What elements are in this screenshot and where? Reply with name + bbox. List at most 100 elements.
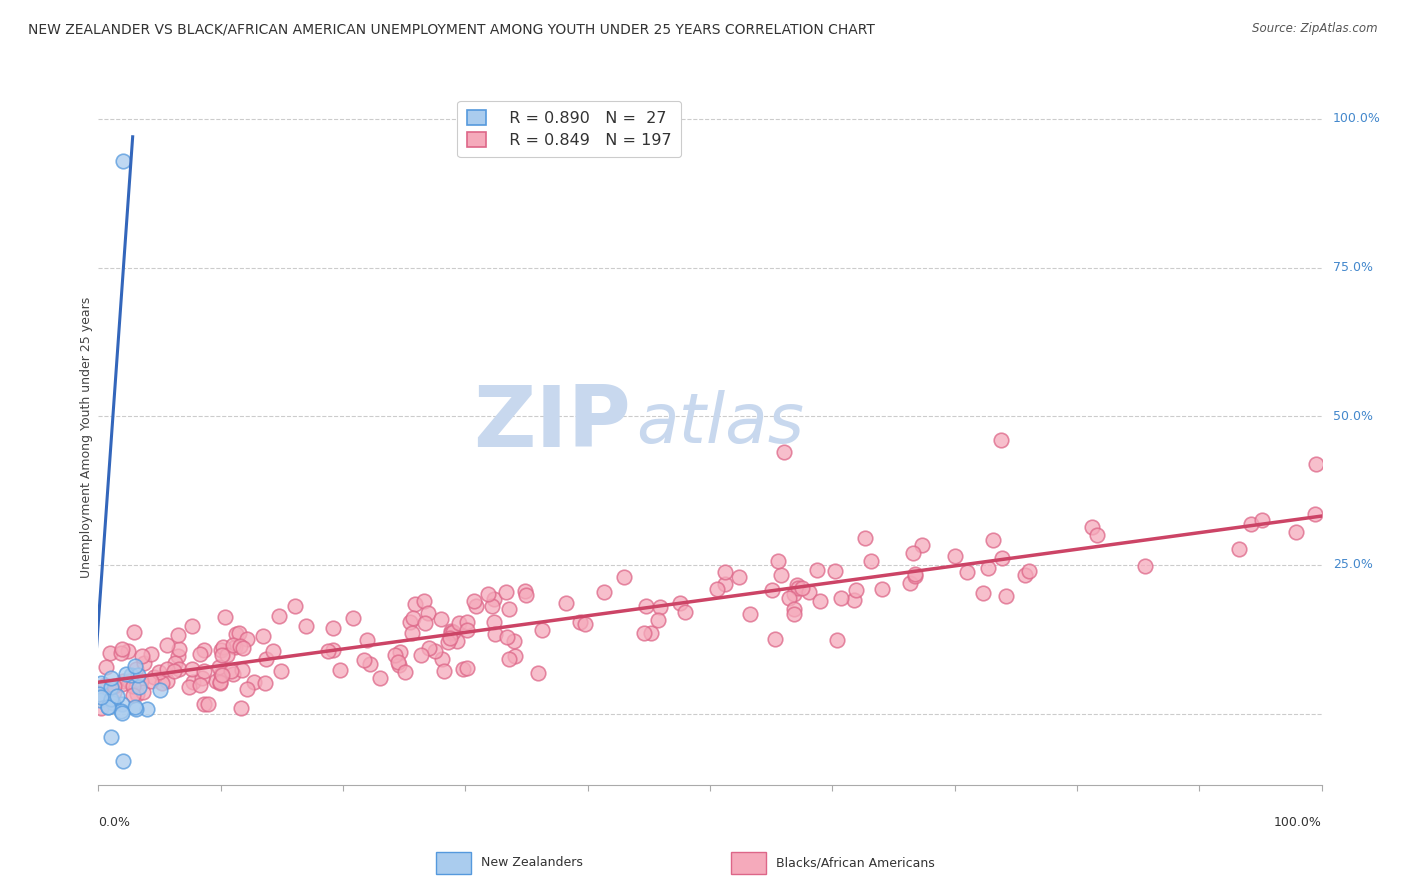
Point bbox=[122, 679, 145, 693]
Point bbox=[797, 584, 820, 599]
Point bbox=[356, 632, 378, 647]
Point bbox=[782, 587, 804, 601]
Point bbox=[205, 673, 228, 688]
Point bbox=[209, 666, 232, 681]
Point bbox=[384, 648, 406, 663]
Point bbox=[956, 565, 979, 579]
Point bbox=[574, 617, 596, 632]
Point bbox=[212, 640, 235, 654]
Point bbox=[89, 692, 111, 706]
Point bbox=[111, 673, 134, 688]
Point bbox=[790, 582, 813, 596]
Point bbox=[943, 549, 966, 563]
Point bbox=[270, 664, 292, 678]
Point bbox=[105, 689, 128, 703]
Point bbox=[1014, 568, 1036, 582]
Point bbox=[387, 655, 409, 669]
Point bbox=[484, 615, 506, 630]
Point bbox=[253, 676, 276, 690]
Point bbox=[127, 687, 149, 701]
Point bbox=[90, 676, 112, 690]
Point bbox=[436, 635, 458, 649]
Point bbox=[515, 589, 537, 603]
Point bbox=[242, 675, 264, 690]
Point bbox=[156, 661, 179, 675]
Point bbox=[90, 700, 112, 714]
Point bbox=[870, 582, 893, 597]
Point bbox=[167, 662, 190, 676]
Point bbox=[433, 664, 456, 678]
Point bbox=[252, 629, 274, 643]
Point bbox=[554, 596, 576, 610]
Point bbox=[1305, 457, 1327, 471]
Point bbox=[316, 644, 339, 658]
Point bbox=[404, 597, 426, 611]
Point bbox=[495, 584, 517, 599]
Point bbox=[904, 567, 927, 582]
Point bbox=[825, 632, 848, 647]
Point bbox=[209, 642, 232, 657]
Point bbox=[592, 585, 614, 599]
Point bbox=[484, 627, 506, 641]
Point bbox=[824, 564, 846, 578]
Point bbox=[714, 566, 737, 580]
Point bbox=[193, 664, 215, 678]
Point bbox=[100, 731, 122, 745]
Y-axis label: Unemployment Among Youth under 25 years: Unemployment Among Youth under 25 years bbox=[80, 296, 93, 578]
Point bbox=[498, 602, 520, 616]
Point bbox=[911, 538, 934, 552]
Point bbox=[977, 561, 1000, 575]
Point bbox=[222, 638, 245, 652]
Point bbox=[103, 685, 125, 699]
Text: Blacks/African Americans: Blacks/African Americans bbox=[776, 856, 935, 869]
Point bbox=[773, 445, 796, 459]
Point bbox=[783, 607, 806, 621]
Point bbox=[738, 607, 761, 621]
Point bbox=[87, 687, 110, 701]
Point bbox=[156, 673, 179, 688]
Point bbox=[111, 677, 134, 691]
Point bbox=[111, 642, 134, 657]
Point bbox=[463, 594, 485, 608]
Point bbox=[135, 702, 157, 716]
Point bbox=[232, 640, 254, 655]
Point bbox=[1085, 527, 1108, 541]
Point bbox=[322, 643, 344, 657]
Point bbox=[714, 577, 737, 591]
Point bbox=[208, 675, 231, 690]
Text: New Zealanders: New Zealanders bbox=[481, 856, 582, 869]
Text: 25.0%: 25.0% bbox=[1333, 558, 1372, 572]
Point bbox=[766, 554, 789, 568]
Point bbox=[165, 657, 187, 671]
Point bbox=[236, 681, 259, 696]
Point bbox=[117, 644, 139, 658]
Point bbox=[124, 662, 146, 676]
Text: atlas: atlas bbox=[637, 390, 804, 457]
Point bbox=[806, 563, 828, 577]
Point bbox=[456, 623, 478, 637]
Point bbox=[1227, 542, 1250, 557]
Point bbox=[229, 700, 252, 714]
Point bbox=[413, 594, 436, 608]
Point bbox=[449, 615, 471, 630]
Point bbox=[180, 662, 202, 676]
Point bbox=[446, 634, 468, 648]
Text: 75.0%: 75.0% bbox=[1333, 261, 1372, 274]
Point bbox=[100, 671, 122, 685]
Point bbox=[673, 605, 696, 619]
Point bbox=[845, 582, 868, 597]
Point bbox=[150, 676, 173, 690]
Point bbox=[208, 676, 231, 690]
Point bbox=[127, 667, 149, 681]
Point bbox=[451, 662, 474, 676]
Point bbox=[991, 551, 1014, 566]
Point bbox=[903, 546, 925, 560]
Point bbox=[706, 582, 728, 596]
Point bbox=[156, 639, 179, 653]
Point bbox=[214, 609, 236, 624]
Point bbox=[124, 699, 146, 714]
Point bbox=[188, 647, 211, 661]
Point bbox=[441, 625, 464, 640]
Point bbox=[132, 684, 155, 698]
Text: ZIP: ZIP bbox=[472, 382, 630, 465]
